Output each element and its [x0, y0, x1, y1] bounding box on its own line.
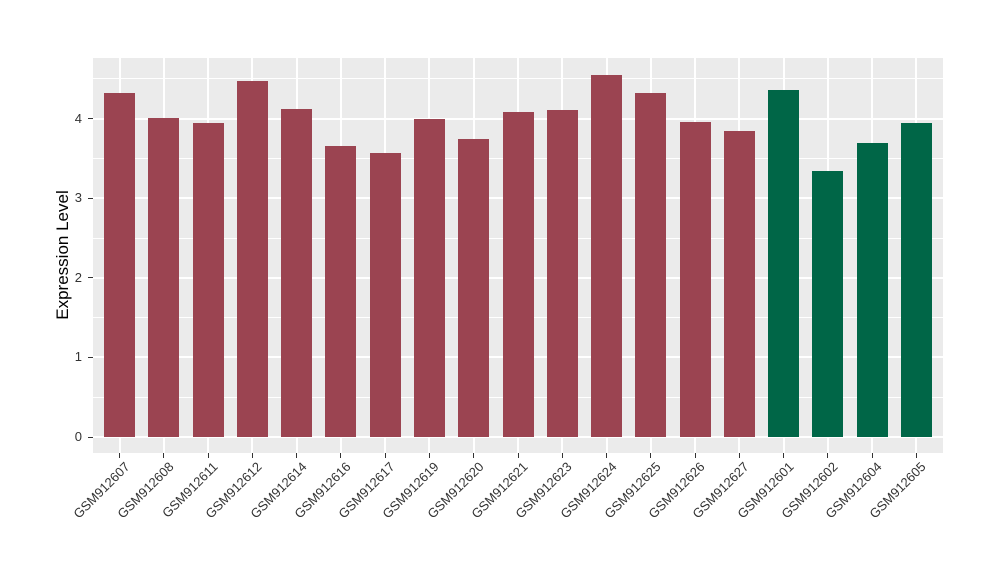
bar-GSM912602 [812, 171, 844, 437]
bar-GSM912624 [591, 74, 623, 437]
x-axis-tick-mark [163, 453, 165, 458]
bar-GSM912607 [104, 93, 136, 437]
x-axis-tick-mark [871, 453, 873, 458]
x-axis-tick-mark [606, 453, 608, 458]
y-tick-label-2: 2 [74, 269, 82, 285]
bar-GSM912620 [458, 139, 490, 437]
y-tick-label-4: 4 [74, 110, 82, 126]
x-axis-tick-mark [650, 453, 652, 458]
bar-GSM912612 [236, 81, 268, 437]
x-axis-tick-mark [384, 453, 386, 458]
x-axis-tick-mark [517, 453, 519, 458]
bar-GSM912626 [679, 121, 711, 437]
y-axis-title: Expression Level [53, 190, 72, 320]
x-axis-tick-mark [915, 453, 917, 458]
bar-GSM912611 [192, 123, 224, 437]
bar-GSM912614 [281, 109, 313, 437]
x-axis-tick-mark [251, 453, 253, 458]
x-axis-tick-mark [428, 453, 430, 458]
bar-GSM912608 [148, 117, 180, 437]
bar-GSM912625 [635, 93, 667, 437]
y-axis-tick-mark [88, 118, 93, 120]
y-tick-label-0: 0 [74, 429, 82, 444]
x-axis-tick-mark [694, 453, 696, 458]
y-axis-tick-mark [88, 436, 93, 438]
x-axis-tick-mark [207, 453, 209, 458]
x-axis-tick-mark [827, 453, 829, 458]
x-axis-tick-mark [296, 453, 298, 458]
x-axis-tick-mark [561, 453, 563, 458]
plot-panel [93, 58, 943, 453]
y-axis-tick-mark [88, 356, 93, 358]
bar-GSM912604 [856, 143, 888, 437]
x-axis-tick-mark [340, 453, 342, 458]
x-axis-tick-mark [119, 453, 121, 458]
x-axis-tick-mark [473, 453, 475, 458]
y-axis-tick-mark [88, 197, 93, 199]
bar-GSM912616 [325, 145, 357, 437]
x-axis-tick-mark [783, 453, 785, 458]
bar-GSM912605 [900, 123, 932, 437]
bar-GSM912617 [369, 152, 401, 437]
bar-GSM912627 [723, 131, 755, 437]
bar-GSM912621 [502, 112, 534, 437]
x-axis-tick-mark [738, 453, 740, 458]
bar-GSM912623 [546, 109, 578, 437]
y-tick-label-1: 1 [74, 349, 82, 365]
bar-GSM912601 [768, 89, 800, 437]
y-axis-tick-mark [88, 277, 93, 279]
bar-GSM912619 [413, 118, 445, 437]
y-tick-label-3: 3 [74, 190, 82, 206]
